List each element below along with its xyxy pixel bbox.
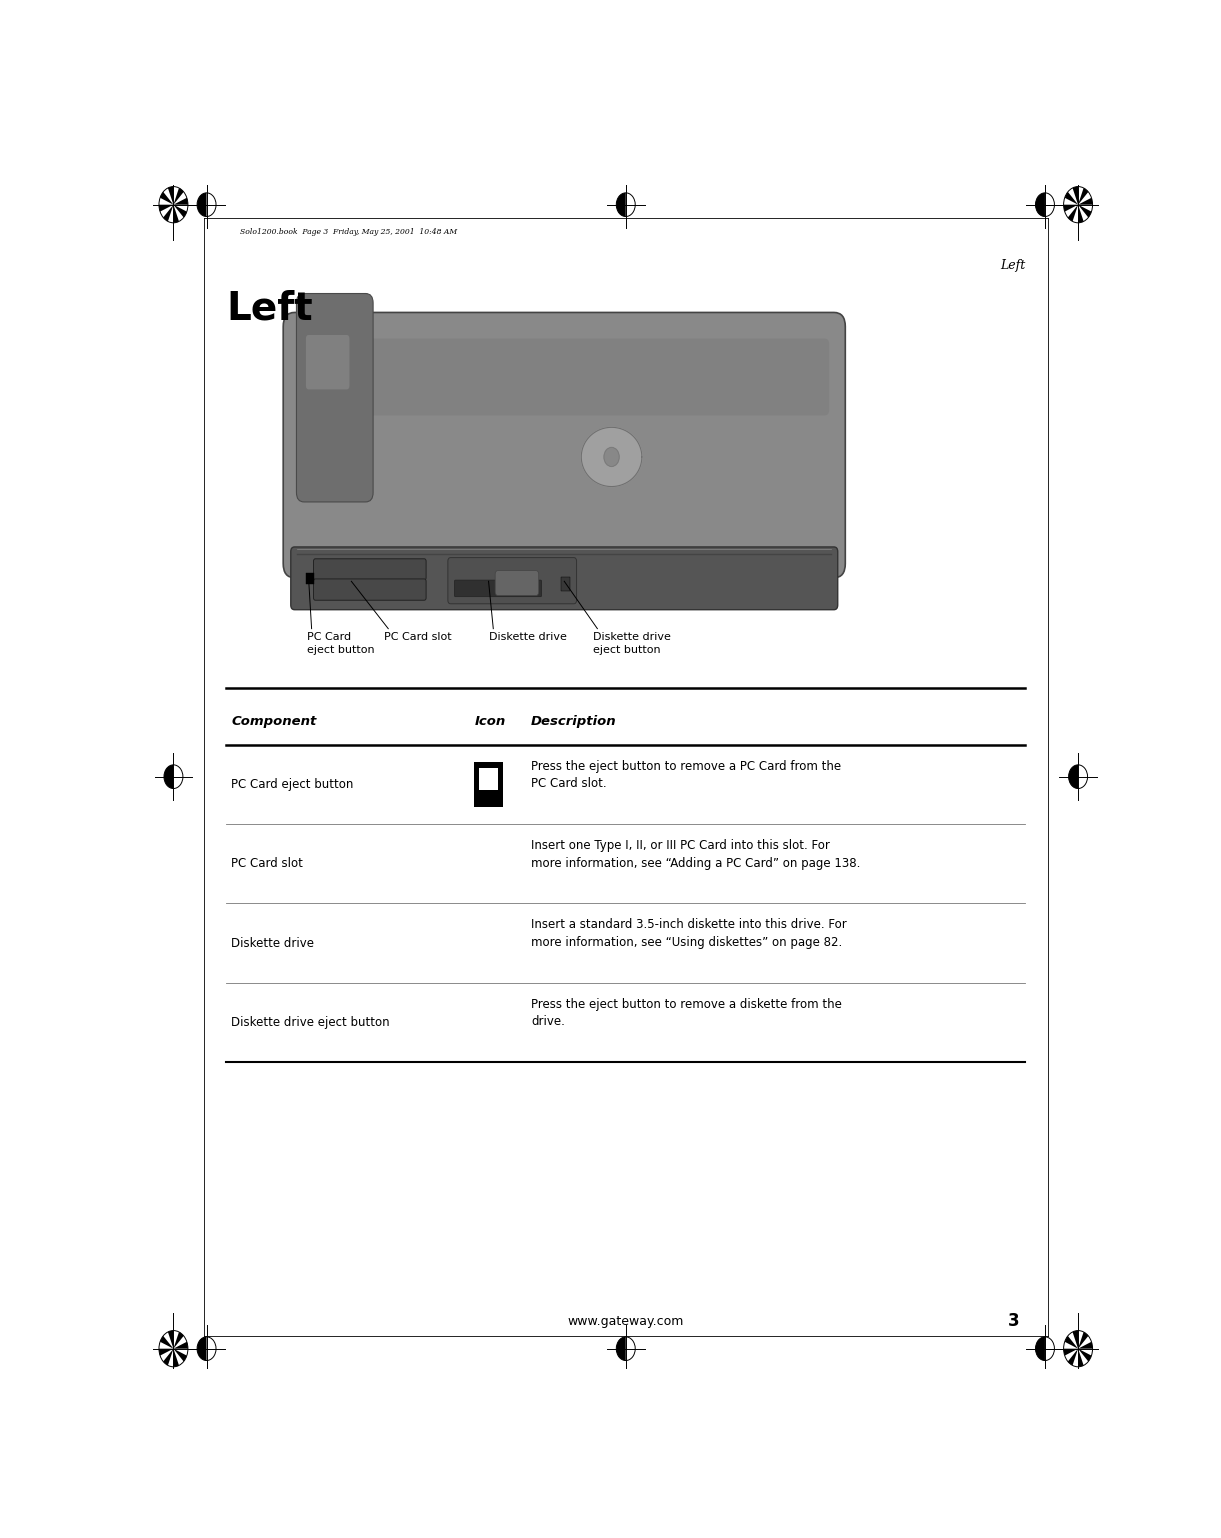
Text: Description: Description bbox=[531, 715, 617, 727]
Text: Diskette drive: Diskette drive bbox=[231, 937, 314, 949]
Wedge shape bbox=[1072, 186, 1078, 205]
Text: Left: Left bbox=[226, 289, 313, 328]
FancyBboxPatch shape bbox=[306, 574, 315, 583]
Wedge shape bbox=[160, 1337, 173, 1349]
Bar bbox=[479, 769, 498, 791]
Text: PC Card eject button: PC Card eject button bbox=[231, 778, 354, 791]
Wedge shape bbox=[1063, 1349, 1078, 1355]
Wedge shape bbox=[173, 188, 183, 205]
Text: Diskette drive eject button: Diskette drive eject button bbox=[231, 1017, 389, 1029]
FancyBboxPatch shape bbox=[283, 312, 845, 578]
FancyBboxPatch shape bbox=[562, 577, 570, 591]
Wedge shape bbox=[159, 205, 173, 212]
Wedge shape bbox=[1078, 1341, 1093, 1349]
Wedge shape bbox=[1078, 205, 1083, 223]
Wedge shape bbox=[1078, 1332, 1088, 1349]
FancyBboxPatch shape bbox=[454, 580, 542, 597]
Wedge shape bbox=[1078, 1349, 1083, 1367]
Wedge shape bbox=[164, 205, 173, 221]
Text: www.gateway.com: www.gateway.com bbox=[568, 1315, 684, 1327]
FancyBboxPatch shape bbox=[306, 335, 349, 389]
Text: PC Card slot: PC Card slot bbox=[231, 857, 303, 871]
FancyBboxPatch shape bbox=[297, 294, 374, 501]
Text: Solo1200.book  Page 3  Friday, May 25, 2001  10:48 AM: Solo1200.book Page 3 Friday, May 25, 200… bbox=[239, 228, 457, 235]
Wedge shape bbox=[1078, 188, 1088, 205]
FancyBboxPatch shape bbox=[496, 571, 538, 595]
FancyBboxPatch shape bbox=[314, 578, 426, 600]
Polygon shape bbox=[164, 764, 173, 789]
Polygon shape bbox=[197, 192, 206, 217]
Text: Press the eject button to remove a diskette from the
drive.: Press the eject button to remove a diske… bbox=[531, 998, 842, 1029]
Polygon shape bbox=[1035, 192, 1045, 217]
Text: 3: 3 bbox=[1007, 1312, 1020, 1330]
Polygon shape bbox=[197, 1337, 206, 1361]
Text: Insert one Type I, II, or III PC Card into this slot. For
more information, see : Insert one Type I, II, or III PC Card in… bbox=[531, 840, 861, 869]
Text: Component: Component bbox=[231, 715, 316, 727]
Wedge shape bbox=[1065, 1337, 1078, 1349]
Text: Insert a standard 3.5-inch diskette into this drive. For
more information, see “: Insert a standard 3.5-inch diskette into… bbox=[531, 918, 847, 949]
FancyBboxPatch shape bbox=[448, 558, 576, 604]
FancyBboxPatch shape bbox=[291, 548, 838, 609]
Wedge shape bbox=[173, 198, 188, 205]
Wedge shape bbox=[159, 1349, 173, 1355]
Wedge shape bbox=[173, 1349, 187, 1361]
Text: Press the eject button to remove a PC Card from the
PC Card slot.: Press the eject button to remove a PC Ca… bbox=[531, 760, 841, 791]
Circle shape bbox=[604, 448, 619, 466]
Wedge shape bbox=[168, 186, 173, 205]
Text: Left: Left bbox=[1000, 258, 1026, 272]
Text: Icon: Icon bbox=[475, 715, 505, 727]
Wedge shape bbox=[1068, 205, 1078, 221]
Wedge shape bbox=[160, 192, 173, 205]
Bar bbox=[475, 761, 503, 807]
FancyBboxPatch shape bbox=[299, 338, 829, 415]
Wedge shape bbox=[173, 205, 187, 217]
Wedge shape bbox=[1063, 205, 1078, 212]
Text: Diskette drive
eject button: Diskette drive eject button bbox=[592, 632, 670, 655]
Polygon shape bbox=[617, 192, 626, 217]
Polygon shape bbox=[1068, 764, 1078, 789]
Text: Diskette drive: Diskette drive bbox=[488, 632, 567, 643]
Polygon shape bbox=[581, 428, 642, 486]
Text: PC Card slot: PC Card slot bbox=[383, 632, 451, 643]
Text: PC Card
eject button: PC Card eject button bbox=[306, 632, 375, 655]
Wedge shape bbox=[1078, 1349, 1092, 1361]
Wedge shape bbox=[173, 1332, 183, 1349]
Wedge shape bbox=[173, 1349, 179, 1367]
Wedge shape bbox=[173, 1341, 188, 1349]
Wedge shape bbox=[1078, 205, 1092, 217]
Wedge shape bbox=[173, 205, 179, 223]
FancyBboxPatch shape bbox=[314, 558, 426, 580]
Polygon shape bbox=[617, 1337, 626, 1361]
Wedge shape bbox=[1078, 198, 1093, 205]
Wedge shape bbox=[168, 1330, 173, 1349]
Wedge shape bbox=[164, 1349, 173, 1366]
Wedge shape bbox=[1068, 1349, 1078, 1366]
Wedge shape bbox=[1065, 192, 1078, 205]
Wedge shape bbox=[1072, 1330, 1078, 1349]
Polygon shape bbox=[1035, 1337, 1045, 1361]
